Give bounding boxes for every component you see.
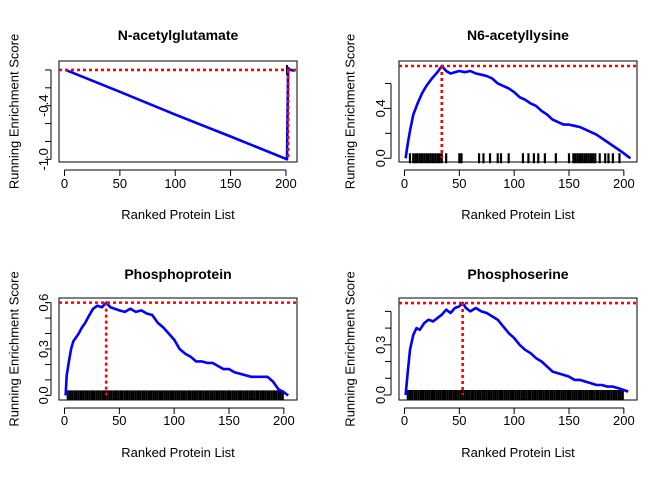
hit-markers <box>406 389 624 400</box>
y-tick-label: -0.4 <box>36 94 51 116</box>
y-tick-label: 0.3 <box>373 336 388 354</box>
y-axis-label: Running Enrichment Score <box>6 271 21 426</box>
enrichment-curve <box>404 301 629 396</box>
x-tick-label: 50 <box>113 176 127 191</box>
y-tick-label: 0.3 <box>36 340 51 358</box>
plot-frame <box>58 297 298 401</box>
chart-title: N6-acetyllysine <box>467 27 569 43</box>
y-axis-label: Running Enrichment Score <box>342 34 357 189</box>
x-tick-label: 0 <box>61 176 68 191</box>
y-tick-label: 0.4 <box>373 99 388 117</box>
x-tick-label: 200 <box>273 413 295 428</box>
x-tick-label: 200 <box>613 413 635 428</box>
x-tick-label: 50 <box>452 413 466 428</box>
x-tick-label: 200 <box>275 176 297 191</box>
x-axis-label: Ranked Protein List <box>121 207 235 222</box>
y-axis-label: Running Enrichment Score <box>6 34 21 189</box>
y-axis-label: Running Enrichment Score <box>342 271 357 426</box>
chart-title: Phosphoserine <box>467 266 568 282</box>
plot-frame <box>398 60 638 163</box>
enrichment-curve <box>65 66 296 161</box>
plot-frame <box>58 60 298 163</box>
chart-title: Phosphoprotein <box>124 266 231 282</box>
x-tick-label: 150 <box>218 413 240 428</box>
x-tick-label: 0 <box>401 413 408 428</box>
x-axis-label: Ranked Protein List <box>121 445 235 460</box>
enrichment-curve <box>404 64 632 160</box>
y-tick-label: 0.0 <box>373 149 388 167</box>
chart-panel-1: N-acetylglutamate 0 50 100 150 200 -1.0 -0.4 Ran… <box>6 27 298 222</box>
x-tick-label: 100 <box>503 176 525 191</box>
chart-title: N-acetylglutamate <box>118 27 239 43</box>
x-tick-label: 0 <box>61 413 68 428</box>
x-axis-label: Ranked Protein List <box>461 445 575 460</box>
chart-panel-4: Phosphoserine 0 50 100 150 200 0.0 0.3 Ranked Pr… <box>342 266 638 460</box>
y-tick-label: -1.0 <box>36 148 51 170</box>
chart-panel-3: Phosphoprotein 0 50 100 150 200 0.0 0.3 0.6 Ranke… <box>6 266 298 460</box>
x-tick-label: 150 <box>558 176 580 191</box>
chart-panel-2: N6-acetyllysine 0 50 100 150 200 0.0 0.4 Ranked … <box>342 27 638 222</box>
hit-markers <box>408 153 621 164</box>
x-tick-label: 50 <box>452 176 466 191</box>
x-tick-label: 0 <box>401 176 408 191</box>
enrichment-curve <box>64 301 289 397</box>
x-tick-label: 100 <box>503 413 525 428</box>
x-tick-label: 150 <box>558 413 580 428</box>
hit-markers <box>66 390 284 401</box>
plot-frame <box>398 297 638 401</box>
x-tick-label: 50 <box>112 413 126 428</box>
x-tick-label: 200 <box>613 176 635 191</box>
y-tick-label: 0.6 <box>36 294 51 312</box>
y-tick-label: 0.0 <box>373 386 388 404</box>
x-tick-label: 100 <box>163 413 185 428</box>
x-tick-label: 100 <box>164 176 186 191</box>
y-tick-label: 0.0 <box>36 386 51 404</box>
x-tick-label: 150 <box>220 176 242 191</box>
x-axis-label: Ranked Protein List <box>461 207 575 222</box>
